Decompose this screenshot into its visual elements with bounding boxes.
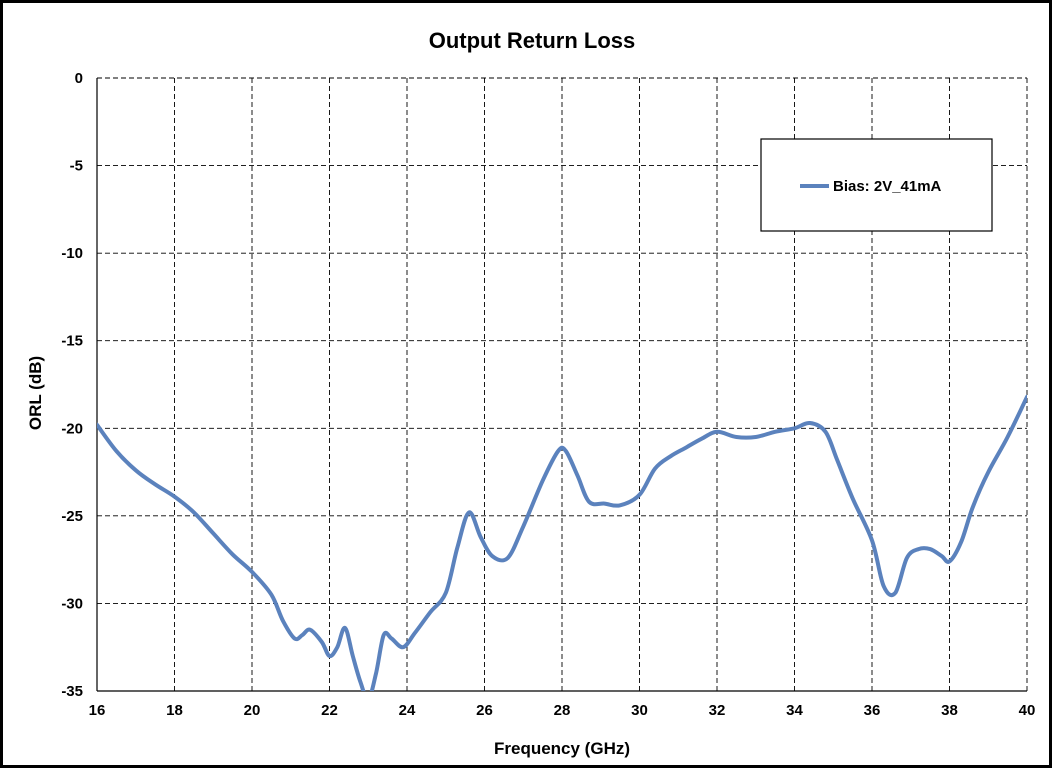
y-tick-label: -30 <box>61 595 83 612</box>
series-line <box>97 394 1027 691</box>
y-tick-label: -20 <box>61 420 83 437</box>
x-tick-label: 28 <box>554 702 571 719</box>
x-tick-label: 30 <box>631 702 648 719</box>
x-tick-label: 32 <box>709 702 726 719</box>
x-tick-label: 16 <box>89 702 106 719</box>
y-tick-label: -25 <box>61 508 83 525</box>
x-axis-ticks: 16 18 20 22 24 26 28 30 32 34 36 38 40 <box>89 702 1036 719</box>
y-tick-label: -15 <box>61 333 83 350</box>
x-tick-label: 18 <box>166 702 183 719</box>
grid-lines <box>97 77 1028 691</box>
chart-title: Output Return Loss <box>429 28 636 53</box>
x-tick-label: 34 <box>786 702 803 719</box>
x-tick-label: 22 <box>321 702 338 719</box>
y-axis-label: ORL (dB) <box>26 356 45 430</box>
legend-label: Bias: 2V_41mA <box>833 178 942 195</box>
x-tick-label: 26 <box>476 702 493 719</box>
y-tick-label: -35 <box>61 683 83 700</box>
x-tick-label: 24 <box>399 702 416 719</box>
x-axis-label: Frequency (GHz) <box>494 739 630 758</box>
x-tick-label: 36 <box>864 702 881 719</box>
x-tick-label: 40 <box>1019 702 1036 719</box>
x-tick-label: 20 <box>244 702 261 719</box>
y-tick-label: 0 <box>75 70 83 87</box>
legend-box <box>760 138 993 232</box>
y-tick-label: -5 <box>70 158 83 175</box>
legend: Bias: 2V_41mA <box>760 138 993 232</box>
y-axis-ticks: 0 -5 -10 -15 -20 -25 -30 -35 <box>61 70 83 700</box>
y-tick-label: -10 <box>61 245 83 262</box>
x-tick-label: 38 <box>941 702 958 719</box>
